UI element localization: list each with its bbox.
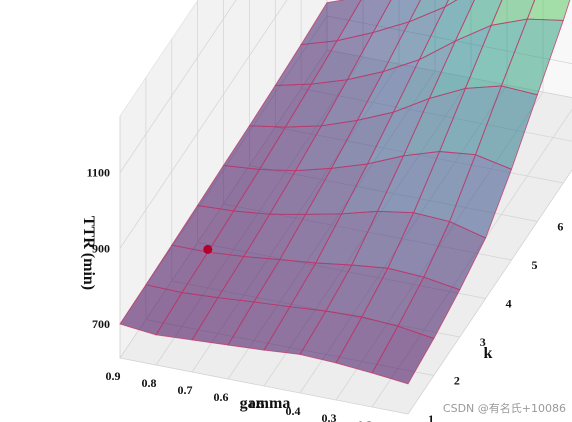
k-tick-label: 4 <box>506 297 512 311</box>
optimum-marker-group <box>203 244 213 254</box>
surface <box>119 0 571 385</box>
optimum-marker <box>203 244 213 254</box>
gamma-tick-label: 0.7 <box>178 383 193 397</box>
gamma-tick-label: 0.4 <box>286 404 301 418</box>
gamma-tick-label: 0.9 <box>106 369 121 383</box>
z-axis-label: TTR (min) <box>80 216 97 290</box>
k-tick-label: 5 <box>532 258 538 272</box>
ttr-tick-label: 1100 <box>87 166 110 180</box>
ttr-tick-label: 700 <box>92 317 110 331</box>
k-tick-label: 2 <box>454 374 460 388</box>
ttr-tick-label: 900 <box>92 241 110 255</box>
grid-line <box>407 169 572 415</box>
surface-facet <box>371 325 435 385</box>
gamma-tick-label: 0.5 <box>250 397 265 411</box>
y-axis-label: k <box>484 345 493 362</box>
watermark: CSDN @有名氏+10086 <box>442 402 566 415</box>
gamma-tick-label: 0.8 <box>142 376 157 390</box>
gamma-tick-label: 0.2 <box>358 418 373 422</box>
k-tick-label: 3 <box>480 335 486 349</box>
gamma-tick-label: 0.3 <box>322 411 337 422</box>
grid-line <box>119 0 288 249</box>
k-tick-label: 1 <box>428 412 434 422</box>
x-axis-label: gamma <box>240 395 291 412</box>
tick-labels: 0.90.80.70.60.50.40.30.20.11234567897009… <box>87 166 564 422</box>
grid-line <box>119 0 237 173</box>
k-tick-label: 6 <box>557 220 563 234</box>
gamma-tick-label: 0.6 <box>214 390 229 404</box>
